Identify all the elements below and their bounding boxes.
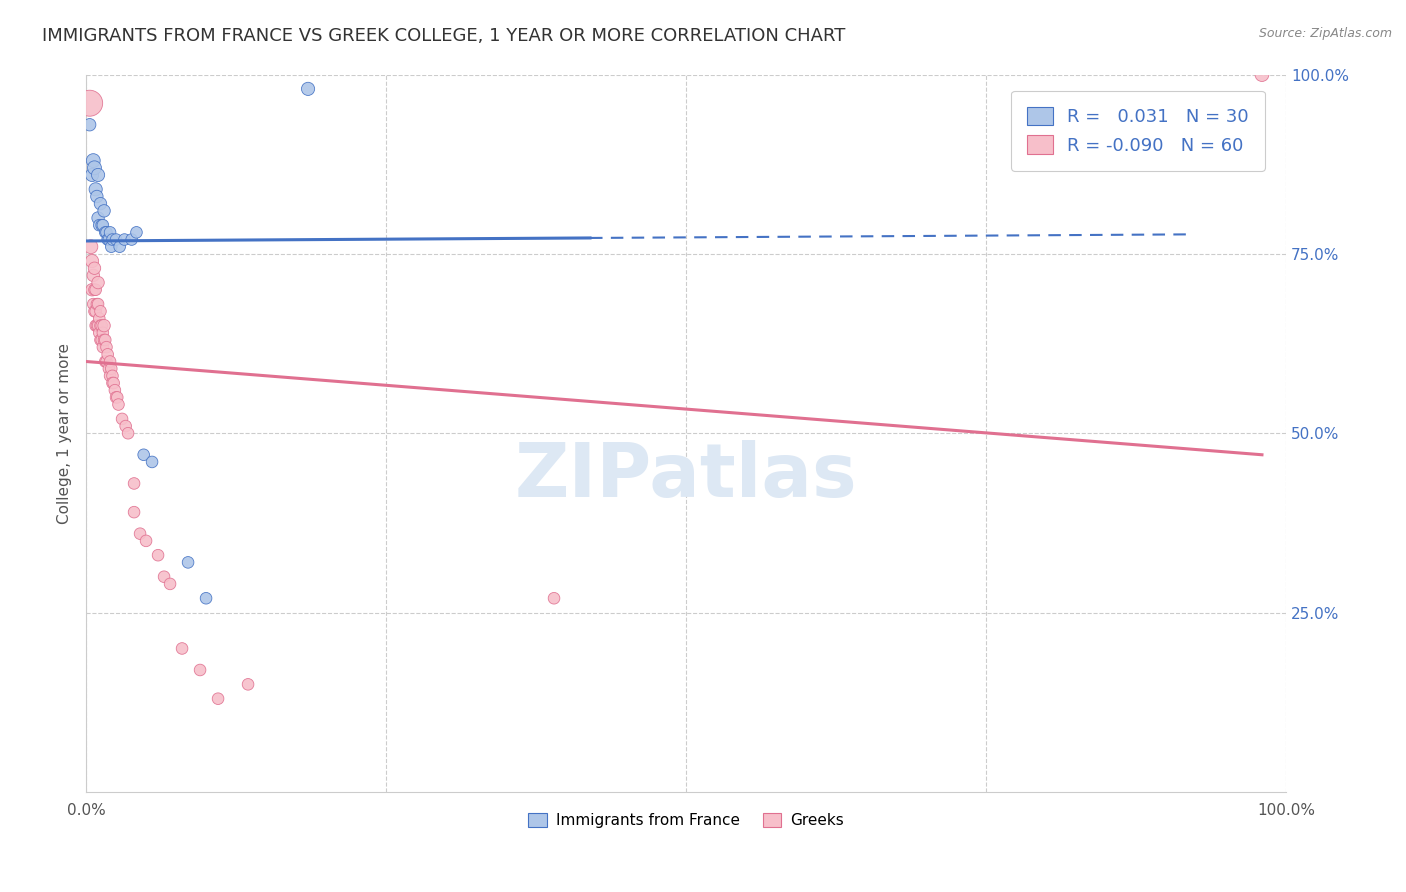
Point	[90, 333, 112, 347]
Point	[91, 218, 114, 232]
Point	[83, 261, 105, 276]
Text: IMMIGRANTS FROM FRANCE VS GREEK COLLEGE, 1 YEAR OR MORE CORRELATION CHART: IMMIGRANTS FROM FRANCE VS GREEK COLLEGE,…	[42, 27, 845, 45]
Y-axis label: College, 1 year or more: College, 1 year or more	[58, 343, 72, 524]
Point	[141, 455, 163, 469]
Point	[96, 225, 118, 239]
Point	[90, 318, 112, 333]
Point	[100, 240, 122, 254]
Point	[96, 354, 118, 368]
Point	[122, 476, 145, 491]
Point	[90, 218, 112, 232]
Point	[86, 318, 108, 333]
Point	[297, 82, 319, 96]
Point	[207, 691, 229, 706]
Point	[80, 254, 103, 268]
Point	[159, 577, 181, 591]
Point	[89, 318, 111, 333]
Legend: Immigrants from France, Greeks: Immigrants from France, Greeks	[522, 807, 851, 835]
Point	[80, 168, 103, 182]
Point	[122, 505, 145, 519]
Point	[111, 412, 134, 426]
Point	[80, 283, 103, 297]
Point	[84, 318, 107, 333]
Point	[101, 368, 124, 383]
Point	[80, 240, 103, 254]
Point	[105, 390, 128, 404]
Point	[188, 663, 211, 677]
Point	[103, 376, 125, 390]
Point	[100, 361, 122, 376]
Text: Source: ZipAtlas.com: Source: ZipAtlas.com	[1258, 27, 1392, 40]
Point	[89, 311, 111, 326]
Point	[93, 203, 115, 218]
Point	[129, 526, 152, 541]
Point	[125, 225, 148, 239]
Point	[84, 182, 107, 196]
Point	[91, 326, 114, 340]
Point	[83, 161, 105, 175]
Point	[170, 641, 193, 656]
Point	[1251, 68, 1274, 82]
Point	[79, 96, 101, 111]
Point	[177, 555, 200, 569]
Point	[89, 304, 111, 318]
Point	[94, 354, 117, 368]
Point	[101, 233, 124, 247]
Point	[97, 233, 120, 247]
Point	[82, 153, 104, 168]
Point	[132, 448, 155, 462]
Point	[107, 398, 129, 412]
Point	[105, 390, 128, 404]
Point	[96, 340, 118, 354]
Point	[121, 233, 143, 247]
Point	[82, 297, 104, 311]
Point	[153, 570, 176, 584]
Point	[93, 318, 115, 333]
Point	[97, 347, 120, 361]
Point	[89, 218, 111, 232]
Point	[82, 268, 104, 283]
Point	[87, 168, 110, 182]
Point	[104, 383, 127, 397]
Point	[98, 368, 121, 383]
Point	[84, 283, 107, 297]
Point	[87, 318, 110, 333]
Point	[117, 426, 139, 441]
Point	[87, 211, 110, 225]
Point	[86, 189, 108, 203]
Point	[89, 333, 111, 347]
Point	[89, 326, 111, 340]
Point	[236, 677, 259, 691]
Point	[94, 333, 117, 347]
Point	[114, 419, 136, 434]
Point	[83, 283, 105, 297]
Point	[79, 118, 101, 132]
Point	[543, 591, 565, 606]
Point	[86, 297, 108, 311]
Point	[91, 340, 114, 354]
Point	[87, 297, 110, 311]
Point	[87, 276, 110, 290]
Point	[105, 233, 128, 247]
Point	[98, 225, 121, 239]
Point	[101, 376, 124, 390]
Point	[93, 333, 115, 347]
Point	[83, 304, 105, 318]
Text: ZIPatlas: ZIPatlas	[515, 440, 858, 513]
Point	[108, 240, 131, 254]
Point	[195, 591, 218, 606]
Point	[146, 548, 169, 562]
Point	[98, 354, 121, 368]
Point	[97, 361, 120, 376]
Point	[135, 533, 157, 548]
Point	[89, 196, 111, 211]
Point	[114, 233, 136, 247]
Point	[94, 225, 117, 239]
Point	[97, 233, 120, 247]
Point	[84, 304, 107, 318]
